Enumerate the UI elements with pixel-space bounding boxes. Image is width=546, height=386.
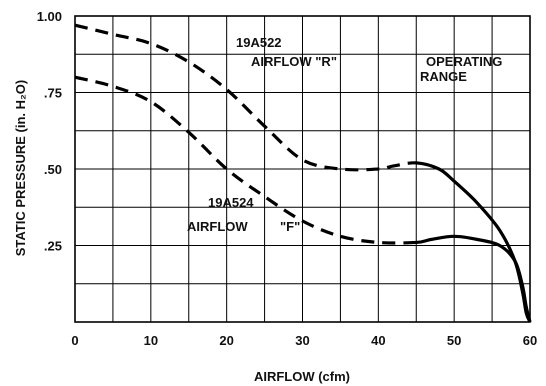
axis-ticks: 0 10 20 30 40 50 60 1.00 .75 .50 .25 — [37, 9, 538, 348]
y-axis-title: STATIC PRESSURE (in. H₂O) — [13, 80, 28, 256]
x-tick-label: 30 — [295, 333, 309, 348]
y-tick-label: .50 — [44, 162, 62, 177]
x-tick-label: 40 — [371, 333, 385, 348]
x-tick-label: 20 — [219, 333, 233, 348]
series-line-solid — [416, 234, 532, 323]
x-axis-title: AIRFLOW (cfm) — [254, 369, 350, 384]
annotation-f-label-b: "F" — [280, 219, 300, 234]
annotation-r-part: 19A522 — [236, 35, 282, 50]
x-tick-label: 50 — [447, 333, 461, 348]
y-tick-label: 1.00 — [37, 9, 62, 24]
x-tick-label: 60 — [523, 333, 537, 348]
annotation-r-label: AIRFLOW "R" — [251, 54, 337, 69]
series-group — [74, 23, 532, 323]
annotation-f-label-a: AIRFLOW — [187, 219, 248, 234]
annotation-operating-2: RANGE — [420, 69, 467, 84]
annotation-f-part: 19A524 — [208, 195, 254, 210]
annotation-operating-1: OPERATING — [426, 54, 502, 69]
plot-frame — [74, 15, 531, 323]
series-line-dashed — [74, 23, 417, 172]
x-tick-label: 0 — [71, 333, 78, 348]
x-tick-label: 10 — [144, 333, 158, 348]
grid — [75, 16, 530, 322]
y-tick-label: .25 — [44, 239, 62, 254]
y-tick-label: .75 — [44, 86, 62, 101]
